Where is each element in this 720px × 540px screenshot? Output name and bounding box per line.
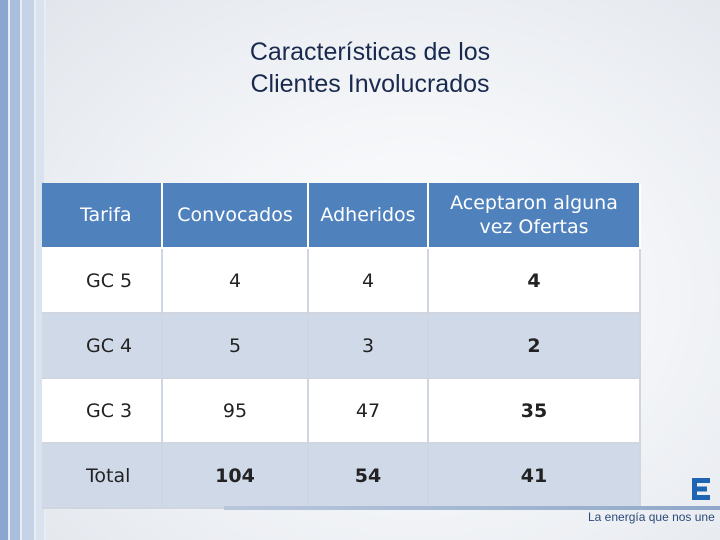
table-row: GC 3 95 47 35 — [42, 378, 641, 444]
header-convocados: Convocados — [162, 183, 309, 249]
decorative-side-stripes — [0, 0, 46, 540]
table-row: GC 4 5 3 2 — [42, 313, 641, 379]
cell-aceptaron: 2 — [428, 313, 641, 379]
table-row-total: Total 104 54 41 — [42, 443, 641, 509]
cell-aceptaron: 4 — [428, 248, 641, 314]
header-adheridos: Adheridos — [308, 183, 429, 249]
cell-tarifa: Total — [42, 443, 163, 509]
slide-title: Características de los Clientes Involucr… — [160, 36, 580, 100]
cell-convocados: 95 — [162, 378, 309, 444]
cell-tarifa: GC 3 — [42, 378, 163, 444]
title-line-2: Clientes Involucrados — [250, 70, 490, 98]
cell-adheridos: 54 — [308, 443, 429, 509]
cell-aceptaron: 35 — [428, 378, 641, 444]
cell-aceptaron: 41 — [428, 443, 641, 509]
title-line-1: Características de los — [249, 38, 491, 66]
table-header-row: Tarifa Convocados Adheridos Aceptaron al… — [42, 183, 641, 249]
header-aceptaron-ofertas: Aceptaron alguna vez Ofertas — [428, 183, 641, 249]
footer-divider — [224, 506, 720, 510]
cell-adheridos: 4 — [308, 248, 429, 314]
cell-convocados: 4 — [162, 248, 309, 314]
table-row: GC 5 4 4 4 — [42, 248, 641, 314]
header-tarifa: Tarifa — [42, 183, 163, 249]
footer-tagline: La energía que nos une — [588, 510, 715, 524]
cell-adheridos: 47 — [308, 378, 429, 444]
cell-adheridos: 3 — [308, 313, 429, 379]
cell-tarifa: GC 4 — [42, 313, 163, 379]
clients-table: Tarifa Convocados Adheridos Aceptaron al… — [42, 183, 641, 509]
company-logo-icon — [692, 478, 710, 500]
cell-convocados: 104 — [162, 443, 309, 509]
cell-tarifa: GC 5 — [42, 248, 163, 314]
cell-convocados: 5 — [162, 313, 309, 379]
